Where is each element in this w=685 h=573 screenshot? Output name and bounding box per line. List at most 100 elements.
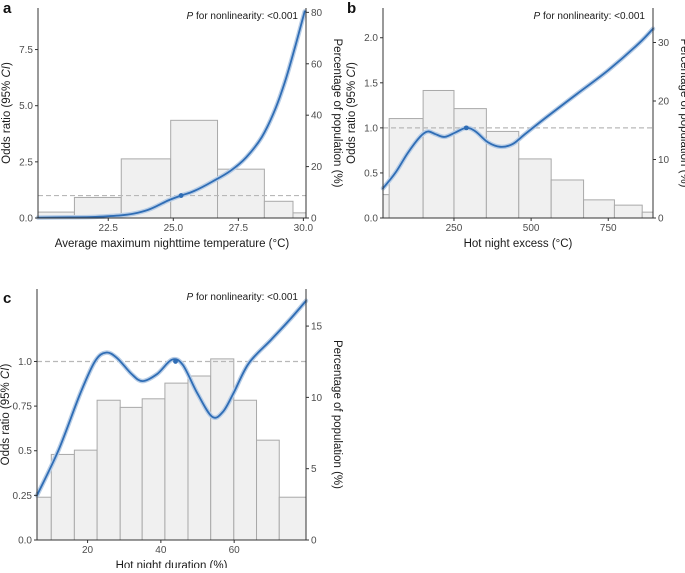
panel-b: 0.0 0.5 1.0 1.5 2.0 0 10 20 30 250 500 750 Hot night… bbox=[346, 0, 685, 250]
x-tick-label: 60 bbox=[229, 545, 241, 556]
x-tick-label: 500 bbox=[523, 223, 540, 234]
odds-ratio-curve bbox=[37, 10, 306, 219]
histogram-bar bbox=[388, 118, 424, 219]
odds-ratio-curve bbox=[382, 27, 654, 190]
histogram-bar bbox=[36, 496, 52, 541]
panel-label: c bbox=[3, 290, 11, 307]
histogram-bar bbox=[382, 194, 390, 219]
y-tick-label: 0.5 bbox=[18, 446, 32, 457]
histogram-bar bbox=[518, 158, 552, 219]
histogram-bar bbox=[96, 399, 121, 541]
x-tick-label: 20 bbox=[82, 545, 94, 556]
histogram-bar bbox=[583, 199, 615, 219]
y-axis-title-prefix: Odds ratio (95% bbox=[346, 78, 358, 164]
y2-axis-title: Percentage of population (%) bbox=[331, 39, 343, 188]
annotation-p: P bbox=[187, 11, 194, 22]
histogram-bar bbox=[422, 89, 455, 219]
histogram-bar bbox=[453, 108, 487, 219]
y2-tick-label: 0 bbox=[311, 214, 317, 225]
y-tick-label: 1.5 bbox=[364, 78, 378, 89]
panel-label: a bbox=[3, 0, 12, 17]
y2-axis-title: Percentage of population (%) bbox=[678, 39, 685, 188]
y-axis-title-suffix: ) bbox=[0, 364, 12, 368]
annotation-text: for nonlinearity: <0.001 bbox=[193, 292, 298, 303]
y-axis-title-prefix: Odds ratio (95% bbox=[1, 78, 13, 164]
x-axis-title: Average maximum nighttime temperature (°… bbox=[55, 238, 290, 250]
y-tick-label: 5.0 bbox=[19, 101, 33, 112]
histogram-bar bbox=[217, 168, 265, 219]
panel-a: 0.0 2.5 5.0 7.5 0 20 40 60 80 22.5 25.0 27.5 30.0 Ave… bbox=[1, 0, 343, 250]
histogram-bar bbox=[278, 496, 307, 541]
x-tick-label: 30.0 bbox=[294, 223, 314, 234]
y2-axis-title: Percentage of population (%) bbox=[331, 340, 343, 489]
y2-tick-label: 20 bbox=[311, 162, 323, 173]
y-axis-title-ci: CI bbox=[0, 367, 12, 379]
histogram-bar bbox=[256, 439, 280, 541]
y-tick-label: 0.5 bbox=[364, 168, 378, 179]
histogram-bar bbox=[73, 449, 98, 541]
nonlinearity-annotation: P for nonlinearity: <0.001 bbox=[187, 11, 299, 22]
histogram-bar bbox=[292, 212, 307, 219]
y-tick-label: 0.0 bbox=[19, 214, 33, 225]
reference-point bbox=[173, 359, 178, 364]
y-tick-label: 0.75 bbox=[13, 402, 33, 413]
y2-tick-label: 10 bbox=[311, 393, 323, 404]
y2-tick-label: 10 bbox=[658, 155, 670, 166]
y2-tick-label: 80 bbox=[311, 8, 323, 19]
histogram-bar bbox=[641, 211, 654, 219]
y-tick-label: 2.0 bbox=[364, 33, 378, 44]
reference-point bbox=[178, 193, 184, 198]
histogram-bar bbox=[119, 406, 143, 541]
histogram-bar bbox=[263, 200, 294, 219]
y-tick-label: 7.5 bbox=[19, 45, 33, 56]
x-tick-label: 27.5 bbox=[229, 223, 249, 234]
annotation-p: P bbox=[534, 11, 541, 22]
histogram-bar bbox=[50, 453, 75, 541]
panel-label: b bbox=[347, 0, 356, 17]
y2-tick-label: 0 bbox=[658, 214, 664, 225]
histogram-bar bbox=[164, 382, 189, 541]
histogram-bar bbox=[170, 119, 219, 219]
y2-tick-label: 60 bbox=[311, 59, 323, 70]
y2-tick-label: 30 bbox=[658, 38, 670, 49]
y-tick-label: 0.0 bbox=[364, 214, 378, 225]
y2-tick-label: 40 bbox=[311, 111, 323, 122]
odds-ratio-curve bbox=[36, 299, 307, 497]
y-axis-title-prefix: Odds ratio (95% bbox=[0, 379, 12, 465]
x-tick-label: 40 bbox=[155, 545, 167, 556]
y-axis-title: Odds ratio (95% CI) bbox=[0, 364, 12, 466]
x-axis-title: Hot night duration (%) bbox=[116, 560, 228, 568]
y-axis-title-ci: CI bbox=[1, 65, 13, 77]
annotation-text: for nonlinearity: <0.001 bbox=[540, 11, 645, 22]
histogram-bar bbox=[550, 179, 585, 219]
y-tick-label: 0.0 bbox=[18, 536, 32, 547]
y-axis-title: Odds ratio (95% CI) bbox=[346, 62, 358, 164]
y-tick-label: 0.25 bbox=[13, 491, 33, 502]
y-axis-title-ci: CI bbox=[346, 65, 358, 77]
x-tick-label: 750 bbox=[600, 223, 617, 234]
y-tick-label: 1.0 bbox=[18, 357, 32, 368]
y-tick-label: 1.0 bbox=[364, 123, 378, 134]
annotation-p: P bbox=[187, 292, 194, 303]
y-axis-title-suffix: ) bbox=[346, 62, 358, 66]
histogram-bar bbox=[210, 358, 235, 541]
y2-tick-label: 20 bbox=[658, 97, 670, 108]
y-axis-title-suffix: ) bbox=[1, 62, 13, 66]
y2-tick-label: 15 bbox=[311, 322, 323, 333]
x-axis-title: Hot night excess (°C) bbox=[464, 238, 573, 250]
y2-tick-label: 0 bbox=[311, 536, 317, 547]
nonlinearity-annotation: P for nonlinearity: <0.001 bbox=[187, 292, 299, 303]
histogram-bar bbox=[120, 158, 172, 219]
x-tick-label: 22.5 bbox=[99, 223, 119, 234]
y-tick-label: 2.5 bbox=[19, 157, 33, 168]
histogram-bar bbox=[233, 399, 258, 541]
nonlinearity-annotation: P for nonlinearity: <0.001 bbox=[534, 11, 646, 22]
histogram-bar bbox=[141, 398, 166, 541]
y2-tick-label: 5 bbox=[311, 464, 317, 475]
histogram-bar bbox=[613, 204, 643, 219]
reference-point bbox=[463, 125, 469, 131]
y-axis-title: Odds ratio (95% CI) bbox=[1, 62, 13, 164]
annotation-text: for nonlinearity: <0.001 bbox=[193, 11, 298, 22]
